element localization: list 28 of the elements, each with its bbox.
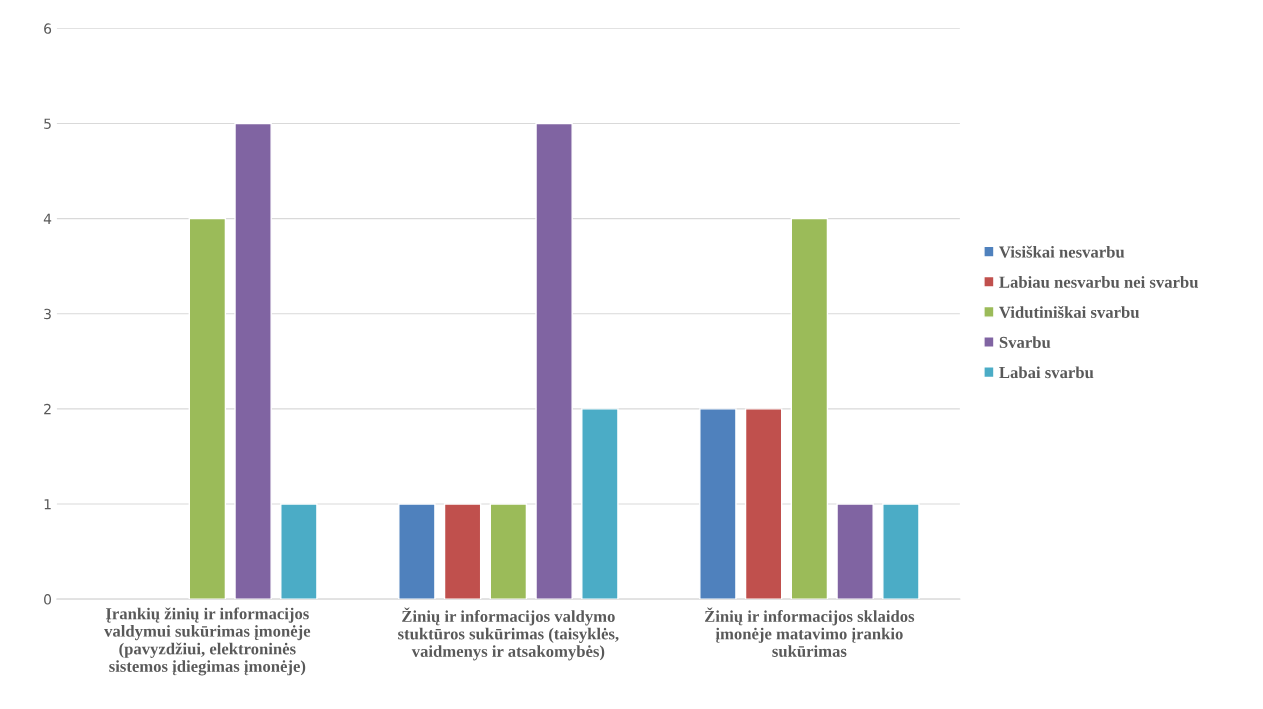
bar (443, 503, 482, 600)
bar (790, 217, 829, 600)
y-tick-label: 1 (44, 499, 51, 510)
bar (489, 503, 528, 600)
y-tick-label: 3 (44, 308, 51, 320)
legend-label: Labiau nesvarbu nei svarbu (999, 276, 1199, 288)
y-tick-label: 2 (44, 403, 51, 415)
bar (280, 503, 318, 600)
x-tick-label: Žinių ir informacijos valdymo stuktūros sukūrimas (taisyklės, vaidmenys ir atsakomybės) (398, 607, 619, 661)
x-tick-label: Įrankių žinių ir informacijos valdymui sukūrimas įmonėje (pavyzdžiui, elektroninės sistemos įdiegimas įmonėje) (104, 607, 311, 676)
bar (882, 503, 920, 600)
x-tick-label: Žinių ir informacijos sklaidos įmonėje matavimo įrankio sukūrimas (704, 607, 915, 657)
bar (535, 122, 573, 600)
bar (398, 503, 436, 600)
y-tick-label: 4 (43, 213, 52, 224)
legend-label: Visiškai nesvarbu (999, 245, 1125, 258)
bar (836, 503, 874, 600)
y-tick-label: 5 (44, 118, 51, 129)
legend-label: Vidutiniškai svarbu (999, 305, 1140, 318)
legend-label: Svarbu (999, 336, 1051, 349)
bar (234, 122, 272, 600)
bar (188, 217, 227, 600)
y-tick-label: 6 (44, 23, 52, 34)
bar (699, 408, 737, 600)
bar (581, 408, 619, 600)
legend-label: Labai svarbu (999, 366, 1094, 379)
y-tick-label: 0 (44, 594, 52, 605)
bar (744, 408, 783, 600)
